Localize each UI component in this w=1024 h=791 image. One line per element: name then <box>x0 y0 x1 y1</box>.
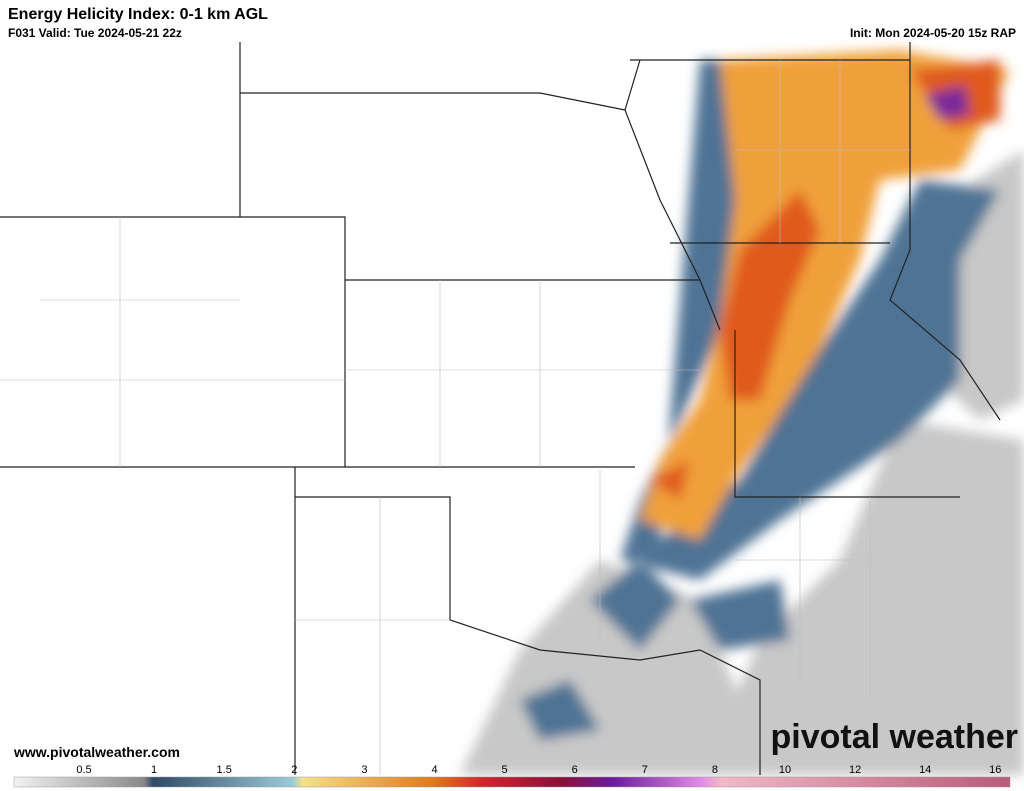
colorbar-label: 1 <box>151 764 157 776</box>
colorbar-label: 1.5 <box>217 764 232 776</box>
colorbar-label: 7 <box>642 764 648 776</box>
valid-time: F031 Valid: Tue 2024-05-21 22z <box>8 26 182 40</box>
map-title: Energy Helicity Index: 0-1 km AGL <box>8 6 268 23</box>
colorbar-label: 8 <box>712 764 718 776</box>
colorbar-label: 6 <box>572 764 578 776</box>
website: www.pivotalweather.com <box>13 744 180 760</box>
map-area <box>0 42 1024 775</box>
logo: pivotal weather <box>770 718 1018 756</box>
orange-area <box>640 50 1010 540</box>
colorbar <box>13 776 1011 788</box>
colorbar-label: 14 <box>919 764 931 776</box>
red-area <box>650 60 1000 500</box>
gray-area <box>460 150 1024 775</box>
colorbar-label: 2 <box>291 764 297 776</box>
blue-area <box>520 60 1000 740</box>
init-time: Init: Mon 2024-05-20 15z RAP <box>850 26 1016 40</box>
colorbar-label: 16 <box>989 764 1001 776</box>
colorbar-label: 5 <box>502 764 508 776</box>
purple-area <box>925 85 970 120</box>
colorbar-label: 12 <box>849 764 861 776</box>
state-borders <box>0 42 1001 775</box>
field <box>460 50 1024 775</box>
colorbar-label: 4 <box>431 764 437 776</box>
colorbar-label: 0.5 <box>76 764 91 776</box>
colorbar-label: 10 <box>779 764 791 776</box>
colorbar-labels: 0.5 1 1.5 2 3 4 5 6 7 8 10 12 14 16 <box>76 764 1001 776</box>
colorbar-label: 3 <box>361 764 367 776</box>
